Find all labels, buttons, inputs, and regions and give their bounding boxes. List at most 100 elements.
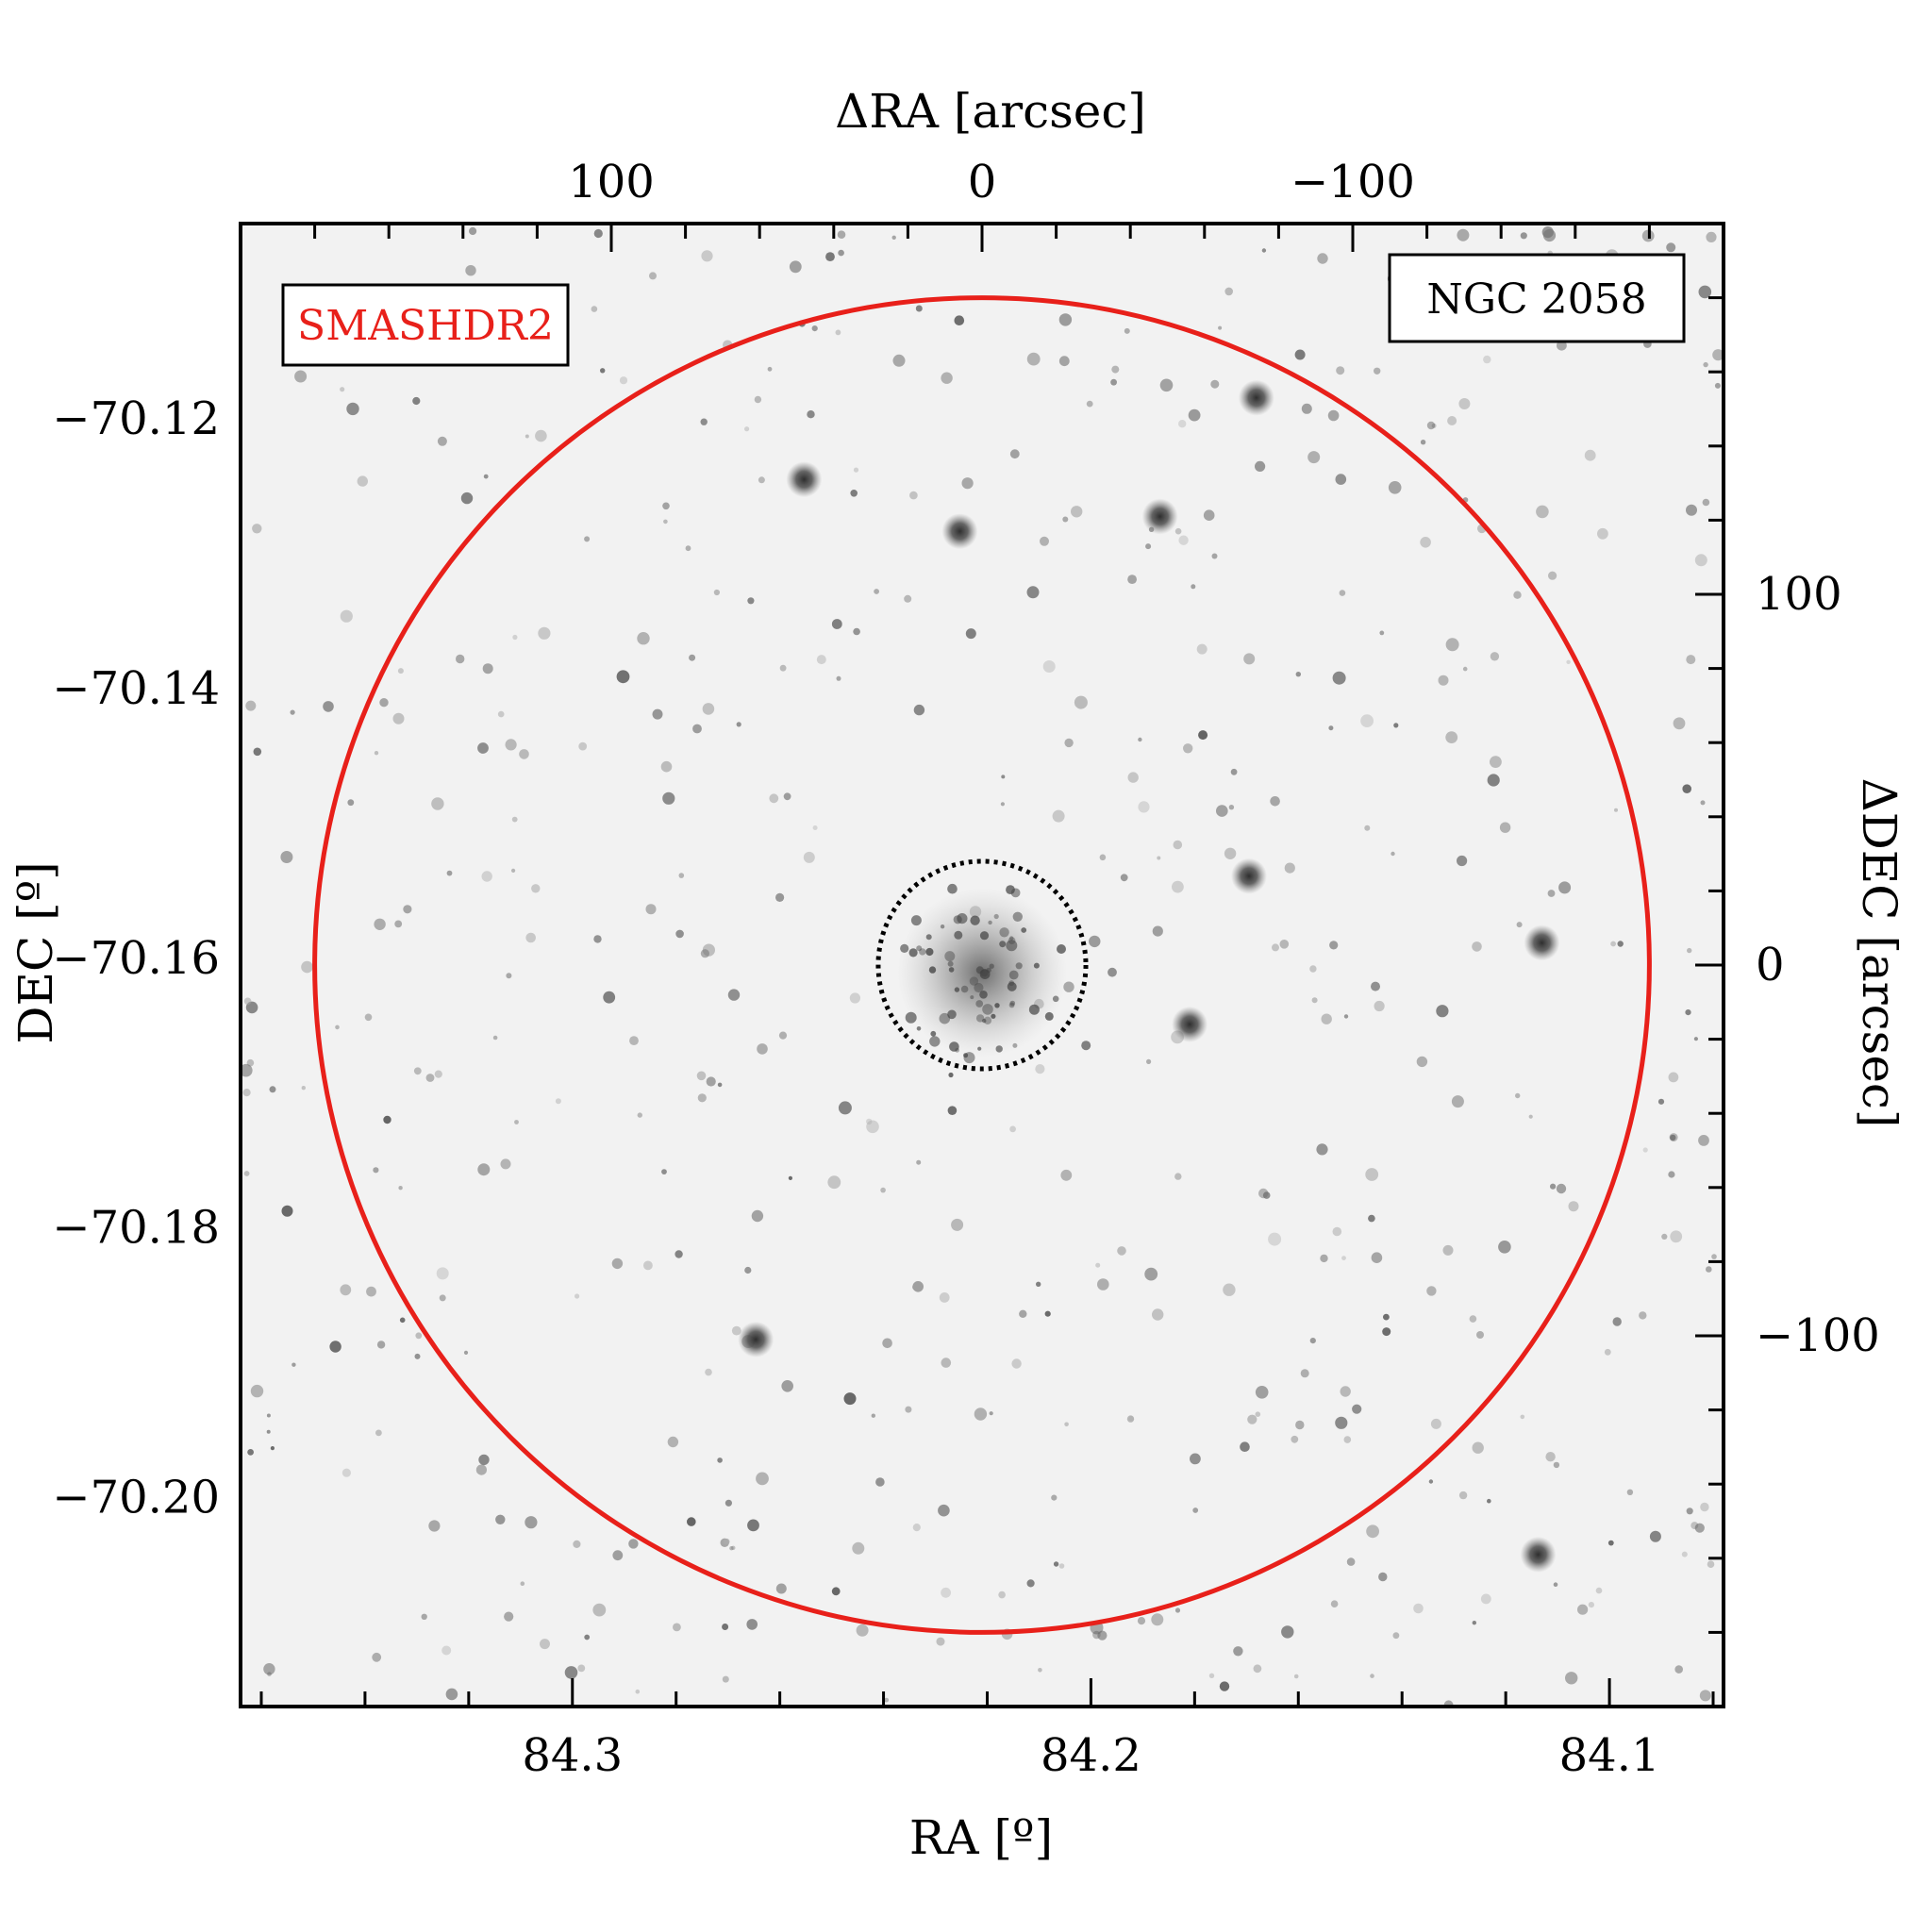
field-star: [675, 1250, 683, 1258]
field-star: [1218, 325, 1223, 330]
field-star: [616, 670, 630, 684]
field-star: [892, 354, 906, 367]
field-star: [751, 1209, 764, 1223]
field-star: [347, 799, 355, 807]
field-star: [1157, 856, 1161, 860]
cluster-star: [947, 1009, 957, 1020]
field-star: [1584, 449, 1596, 461]
field-star: [1542, 228, 1557, 242]
field-star: [1666, 242, 1676, 253]
field-star: [1320, 1254, 1328, 1263]
field-star: [965, 628, 976, 640]
field-star: [525, 1516, 538, 1529]
field-star: [812, 825, 818, 830]
field-star: [340, 1284, 352, 1296]
field-star: [243, 997, 252, 1006]
field-star: [702, 703, 715, 715]
field-star: [1038, 1668, 1042, 1673]
field-star: [1458, 398, 1471, 409]
field-star: [291, 1362, 296, 1367]
field-star: [788, 1175, 793, 1180]
field-star: [1138, 801, 1150, 813]
field-star: [1378, 1572, 1388, 1582]
field-star: [951, 1218, 964, 1231]
field-star: [1196, 643, 1208, 655]
field-star: [915, 305, 923, 312]
field-star: [266, 1429, 271, 1434]
field-star: [269, 1086, 276, 1093]
field-star: [1553, 1461, 1560, 1469]
field-star: [882, 1338, 892, 1349]
field-star: [1498, 1241, 1511, 1254]
field-star: [1548, 571, 1557, 580]
left-axis-title: DEC [º]: [8, 861, 63, 1043]
field-star: [1707, 1560, 1715, 1568]
cluster-star: [947, 960, 954, 967]
target-badge: NGC 2058: [1388, 253, 1686, 343]
field-star: [1270, 796, 1280, 807]
field-star: [649, 272, 657, 280]
field-star: [746, 1619, 758, 1630]
field-star: [1261, 248, 1267, 253]
field-star: [346, 402, 359, 416]
field-star: [460, 491, 474, 505]
field-star: [702, 943, 716, 957]
field-star: [1436, 1005, 1449, 1018]
field-star: [437, 436, 447, 446]
bright-star: [1230, 858, 1267, 894]
top-tick-label: 100: [568, 156, 655, 208]
target-badge-box: [1388, 253, 1686, 343]
outer-circle: [312, 295, 1652, 1635]
field-star: [1431, 423, 1437, 428]
field-star: [241, 1063, 253, 1077]
field-star: [643, 1260, 653, 1271]
field-star: [592, 1603, 607, 1617]
field-star: [1190, 1453, 1201, 1465]
field-star: [1698, 1135, 1709, 1146]
field-star: [912, 1524, 921, 1532]
field-star: [909, 491, 918, 500]
field-star: [1550, 1183, 1557, 1190]
field-star: [1243, 653, 1256, 665]
field-star: [1058, 356, 1070, 367]
field-star: [904, 594, 912, 603]
field-star: [661, 1169, 667, 1174]
field-star: [866, 1120, 879, 1134]
target-label: NGC 2058: [1426, 275, 1646, 324]
field-star: [831, 1587, 841, 1596]
bright-star: [1172, 1006, 1208, 1042]
cluster-star: [930, 1030, 937, 1037]
cluster-star: [928, 966, 937, 974]
field-star: [247, 1449, 254, 1456]
field-star: [1420, 537, 1431, 548]
field-star: [1668, 1171, 1675, 1178]
field-star: [939, 1292, 950, 1303]
field-star: [1279, 940, 1290, 949]
field-star: [831, 619, 842, 629]
field-star: [1071, 506, 1083, 518]
field-star: [954, 315, 965, 326]
field-star: [1712, 349, 1724, 361]
cluster-star: [994, 1003, 1000, 1008]
survey-badge-box: [281, 283, 570, 367]
field-star: [540, 1639, 550, 1650]
top-axis-title: ΔRA [arcsec]: [835, 84, 1146, 139]
field-star: [1151, 1613, 1164, 1626]
field-star: [1706, 1266, 1712, 1273]
field-star: [1300, 1369, 1309, 1378]
field-star: [667, 1436, 679, 1448]
field-star: [1268, 1232, 1282, 1246]
field-star: [1604, 1348, 1611, 1356]
field-star: [1294, 349, 1306, 360]
field-star: [477, 742, 489, 754]
field-star: [1657, 1098, 1665, 1105]
field-star: [1681, 1551, 1688, 1557]
field-star: [1341, 1256, 1346, 1260]
field-star: [266, 1413, 271, 1418]
field-star: [1064, 1422, 1069, 1427]
field-star: [1000, 802, 1005, 807]
field-star: [1173, 840, 1183, 850]
field-star: [603, 991, 616, 1004]
cluster-star: [929, 1036, 941, 1047]
